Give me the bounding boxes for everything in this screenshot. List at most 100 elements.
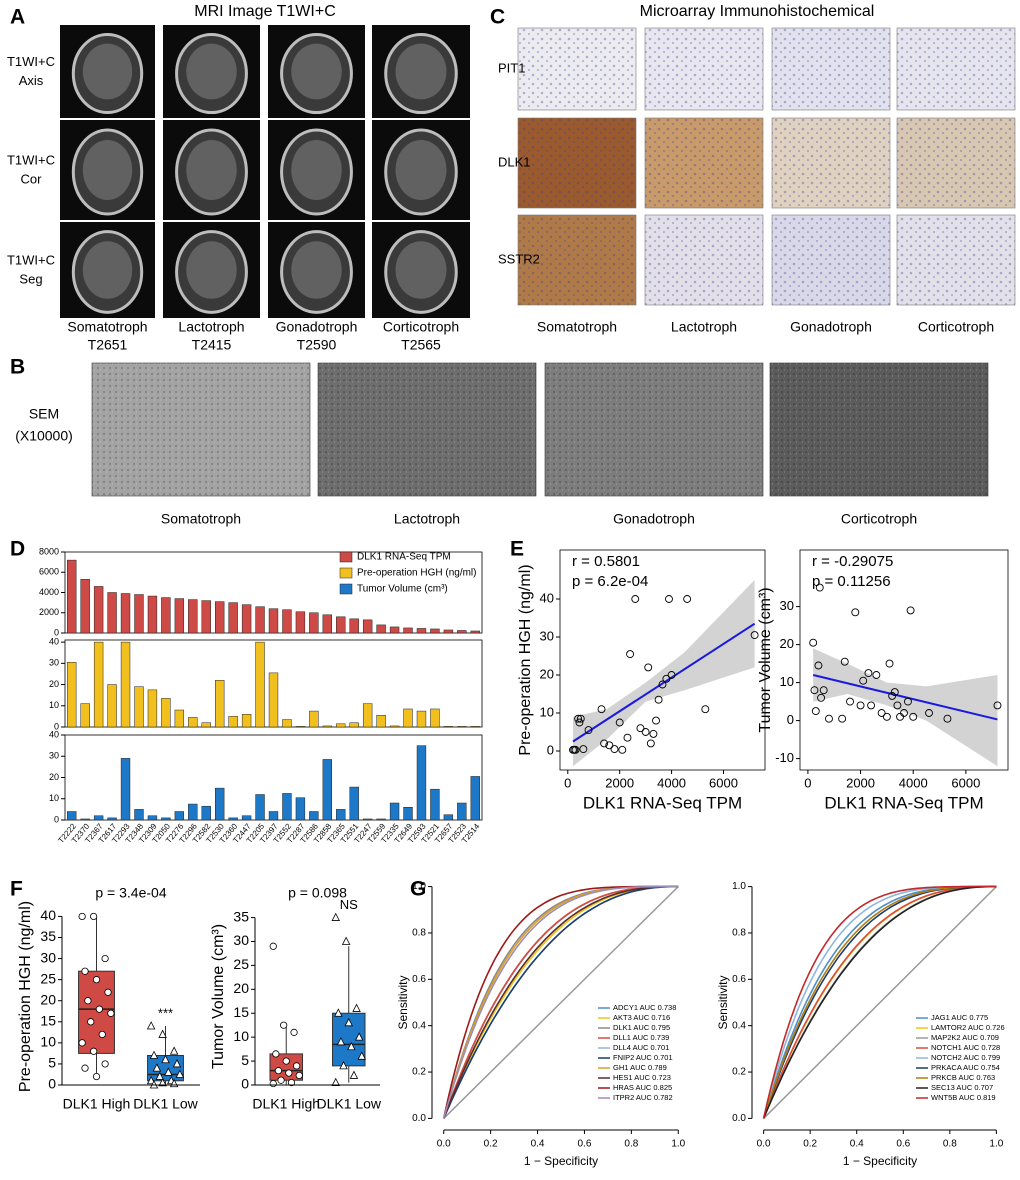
bar	[336, 809, 346, 821]
y-tick-label: 30	[540, 628, 554, 643]
point	[274, 1067, 283, 1075]
bar	[295, 726, 306, 728]
point	[339, 1060, 348, 1070]
point	[280, 1021, 288, 1029]
y-tick-label: 30	[49, 658, 59, 668]
bar	[268, 811, 279, 821]
bar	[161, 698, 171, 728]
ihc-texture	[897, 215, 1015, 305]
point	[658, 680, 667, 689]
mri-brain	[186, 140, 237, 200]
y-tick-label: 0.2	[732, 1067, 746, 1078]
y-tick-label: 20	[233, 980, 249, 996]
y-axis-label: Sensitivity	[396, 975, 410, 1029]
y-tick-label: 20	[40, 991, 56, 1007]
point	[149, 1050, 159, 1059]
roc-curve	[762, 885, 997, 1119]
point	[851, 608, 860, 617]
point	[336, 1037, 346, 1046]
column-label: T2565	[401, 337, 441, 353]
x-axis-label: 1 − Specificity	[524, 1154, 598, 1168]
x-tick-label: 6000	[709, 775, 738, 790]
point	[95, 1005, 103, 1013]
point	[817, 693, 826, 702]
point	[347, 1041, 356, 1051]
bar	[282, 609, 292, 634]
point	[626, 650, 635, 659]
fit-line	[572, 622, 756, 743]
point	[285, 1069, 293, 1077]
roc-curve	[442, 885, 679, 1119]
y-tick-label: 10	[233, 1028, 249, 1044]
point	[867, 701, 876, 710]
bar	[241, 815, 252, 821]
point	[272, 1050, 280, 1058]
x-axis-label: DLK1 RNA-Seq TPM	[583, 793, 742, 812]
point	[78, 912, 86, 921]
bar	[376, 818, 386, 821]
annotation: p = 0.11256	[812, 573, 891, 590]
y-tick-label: 40	[40, 907, 56, 923]
x-tick-label: 1.0	[989, 1139, 1003, 1150]
sem-texture	[545, 363, 763, 496]
point	[90, 1047, 98, 1055]
point	[269, 1079, 277, 1088]
point	[925, 709, 933, 717]
point	[287, 1079, 296, 1087]
bar	[416, 628, 427, 634]
y-tick-label: 0.0	[732, 1113, 746, 1124]
point	[78, 1039, 86, 1047]
y-tick-label: 10	[780, 674, 794, 689]
legend-label: JAG1 AUC 0.775	[931, 1013, 988, 1022]
point	[344, 1017, 354, 1027]
x-tick-label: 0.0	[757, 1139, 771, 1150]
x-tick-label: 0.8	[943, 1139, 957, 1150]
point	[98, 1030, 106, 1039]
bar	[430, 628, 440, 634]
point	[81, 1064, 89, 1072]
point	[146, 1021, 156, 1030]
panel-title: MRI Image T1WI+C	[194, 3, 336, 20]
legend-label: DLL4 AUC 0.701	[613, 1043, 669, 1052]
row-label: Axis	[19, 73, 44, 88]
y-tick-label: 0.4	[412, 1020, 426, 1031]
plot-frame	[799, 549, 1009, 771]
y-tick-label: 40	[540, 590, 554, 605]
bar	[241, 604, 252, 634]
bar	[201, 722, 211, 728]
bar	[107, 684, 117, 728]
column-label: Somatotroph	[537, 319, 617, 335]
y-tick-label: 10	[540, 704, 554, 719]
panel-label: B	[10, 356, 25, 379]
column-label: Lactotroph	[178, 319, 244, 335]
bar	[470, 726, 480, 728]
point	[101, 954, 109, 963]
annotation: r = -0.29075	[812, 553, 893, 570]
ihc-texture	[897, 118, 1015, 208]
annotation: r = 0.5801	[572, 553, 640, 570]
point	[352, 1003, 361, 1012]
ihc-texture	[518, 215, 636, 305]
x-tick-label: 0.6	[578, 1139, 592, 1150]
point	[92, 1072, 101, 1081]
mri-brain	[395, 140, 447, 200]
point	[885, 659, 894, 668]
sem-texture	[770, 363, 988, 496]
y-tick-label: 20	[540, 666, 554, 681]
point	[856, 701, 865, 710]
bar	[430, 788, 440, 821]
significance: NS	[340, 897, 358, 912]
bar	[134, 594, 144, 634]
point	[569, 745, 577, 754]
y-tick-label: 0.4	[732, 1020, 746, 1031]
bar	[215, 680, 225, 728]
diagonal	[763, 886, 997, 1119]
y-tick-label: 0	[787, 712, 794, 727]
bar	[201, 805, 211, 821]
x-tick-label: 4000	[657, 775, 686, 790]
point	[815, 583, 824, 592]
bar	[67, 559, 77, 634]
point	[631, 595, 640, 603]
y-tick-label: 0.0	[412, 1113, 426, 1124]
x-axis-label: 1 − Specificity	[843, 1154, 917, 1168]
